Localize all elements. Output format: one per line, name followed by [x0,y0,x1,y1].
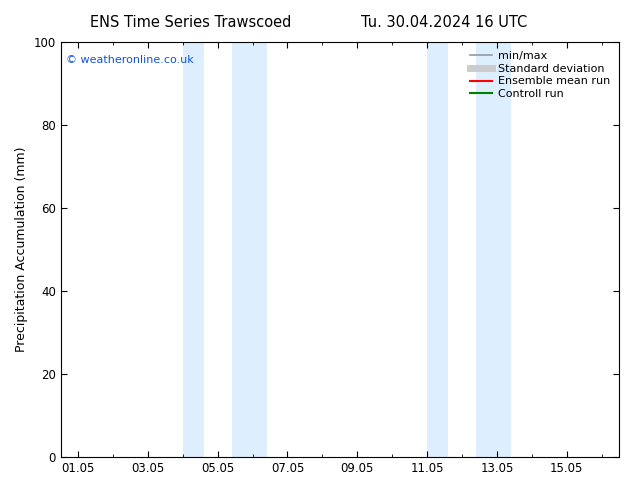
Text: Tu. 30.04.2024 16 UTC: Tu. 30.04.2024 16 UTC [361,15,527,30]
Bar [231,42,266,457]
Legend: min/max, Standard deviation, Ensemble mean run, Controll run: min/max, Standard deviation, Ensemble me… [467,48,614,102]
Text: © weatheronline.co.uk: © weatheronline.co.uk [66,54,194,65]
Bar [476,42,511,457]
Text: ENS Time Series Trawscoed: ENS Time Series Trawscoed [89,15,291,30]
Bar [427,42,448,457]
Bar [183,42,204,457]
Y-axis label: Precipitation Accumulation (mm): Precipitation Accumulation (mm) [15,147,28,352]
